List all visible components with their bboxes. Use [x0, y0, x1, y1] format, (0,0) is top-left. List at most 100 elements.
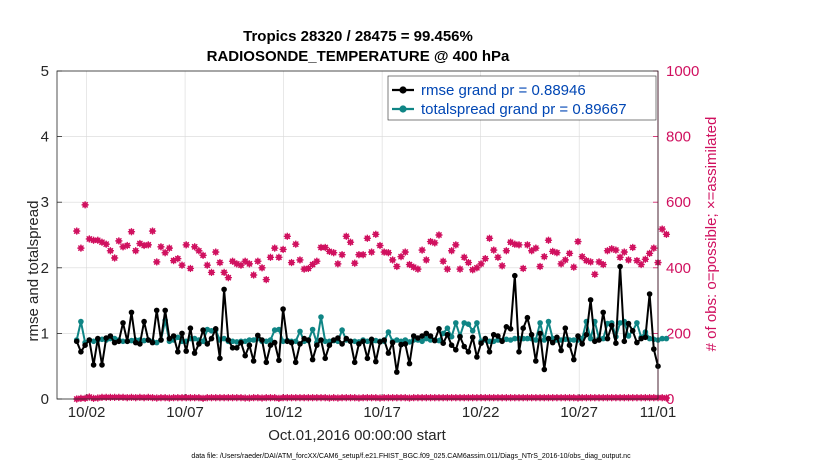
totalspread-point: [571, 337, 577, 343]
obs-possible-point: [481, 255, 489, 263]
rmse-point: [368, 336, 375, 343]
rmse-point: [406, 360, 413, 367]
x-axis-ticks: 10/02 10/07 10/12 10/17 10/22 10/27 11/01: [68, 394, 676, 421]
legend-spread-marker: [399, 105, 407, 113]
rmse-point: [153, 307, 160, 314]
totalspread-point: [318, 314, 324, 320]
rmse-point: [326, 342, 333, 349]
obs-possible-point: [544, 236, 553, 244]
totalspread-point: [617, 320, 623, 326]
rmse-point: [571, 356, 577, 363]
rmse-point: [208, 335, 215, 342]
rmse-point: [137, 341, 143, 347]
totalspread-point: [663, 335, 670, 342]
obs-possible-point: [207, 268, 216, 276]
rmse-point: [149, 339, 156, 346]
totalspread-point: [646, 335, 653, 342]
obs-possible-point: [102, 240, 110, 248]
plot-frame: [56, 70, 659, 400]
rmse-point: [490, 331, 497, 338]
rmse-point: [415, 335, 421, 341]
obs-possible-point: [338, 251, 346, 259]
y-right-tick-label: 200: [666, 325, 691, 342]
totalspread-point: [524, 335, 531, 342]
rmse-point: [187, 325, 194, 332]
rmse-point: [402, 341, 409, 347]
x-tick-label: 10/07: [166, 404, 204, 421]
x-axis-label: Oct.01,2016 00:00:00 start: [268, 427, 446, 444]
obs-possible-point: [258, 264, 266, 272]
rmse-point: [212, 326, 219, 332]
obs-possible-point: [81, 201, 89, 209]
y-right-tick-label: 1000: [666, 63, 699, 80]
obs-possible-point: [536, 262, 544, 271]
obs-possible-point: [422, 256, 430, 264]
rmse-point: [579, 341, 585, 347]
obs-possible-point: [148, 227, 157, 235]
obs-possible-point: [633, 256, 641, 265]
obs-possible-point: [612, 246, 620, 254]
rmse-point: [116, 338, 122, 345]
totalspread-point: [373, 337, 379, 344]
rmse-point: [322, 355, 329, 362]
y-axis-left-label: rmse and totalspread: [25, 201, 42, 342]
obs-possible-point: [330, 249, 338, 257]
obs-possible-point: [313, 257, 321, 265]
y-right-tick-label: 0: [666, 391, 674, 408]
obs-possible-point: [77, 244, 85, 252]
rmse-point: [175, 349, 181, 355]
rmse-point: [339, 341, 345, 347]
legend-rmse-label: rmse grand pr = 0.88946: [421, 82, 586, 99]
obs-possible-point: [292, 240, 300, 248]
obs-possible-point: [401, 248, 409, 256]
rmse-point: [520, 325, 526, 332]
totalspread-point: [600, 335, 606, 342]
obs-possible-point: [485, 234, 494, 242]
obs-possible-point: [532, 244, 540, 252]
obs-possible-point: [553, 249, 561, 257]
totalspread-point: [465, 321, 472, 328]
obs-possible-point: [98, 238, 106, 246]
obs-assimilated-point: [464, 394, 473, 402]
obs-possible-point: [397, 253, 405, 261]
obs-possible-point: [115, 237, 123, 245]
totalspread-point: [246, 337, 253, 343]
obs-possible-point: [498, 262, 506, 270]
obs-possible-point: [262, 276, 270, 284]
totalspread-point: [406, 339, 413, 345]
rmse-point: [360, 338, 366, 345]
rmse-point: [271, 339, 278, 346]
obs-possible-point: [557, 260, 565, 268]
obs-assimilated-point: [140, 394, 148, 402]
totalspread-point: [339, 327, 345, 333]
rmse-point: [238, 339, 244, 346]
rmse-point: [625, 320, 632, 327]
obs-possible-point: [132, 247, 140, 255]
totalspread-point: [292, 338, 299, 345]
rmse-point: [608, 322, 615, 329]
rmse-point: [254, 332, 261, 339]
obs-possible-point: [439, 257, 447, 265]
obs-possible-point: [73, 227, 81, 235]
rmse-point: [507, 326, 514, 332]
obs-possible-point: [245, 260, 254, 268]
totalspread-point: [99, 336, 105, 343]
totalspread-point: [234, 339, 240, 345]
obs-possible-point: [389, 256, 397, 264]
totalspread-point: [90, 338, 97, 345]
rmse-point: [389, 339, 396, 346]
obs-possible-point: [351, 259, 359, 267]
x-tick-label: 10/22: [462, 404, 500, 421]
totalspread-point: [503, 336, 510, 343]
obs-possible-point: [561, 256, 569, 264]
rmse-point: [410, 333, 417, 339]
obs-possible-point: [363, 234, 371, 242]
totalspread-point: [276, 326, 282, 333]
x-tick-label: 10/17: [363, 404, 401, 421]
rmse-point: [162, 307, 168, 314]
y-left-tick-label: 3: [41, 194, 49, 211]
rmse-point: [495, 333, 501, 339]
rmse-point: [351, 359, 358, 366]
rmse-point: [90, 362, 97, 368]
rmse-point: [246, 342, 253, 349]
